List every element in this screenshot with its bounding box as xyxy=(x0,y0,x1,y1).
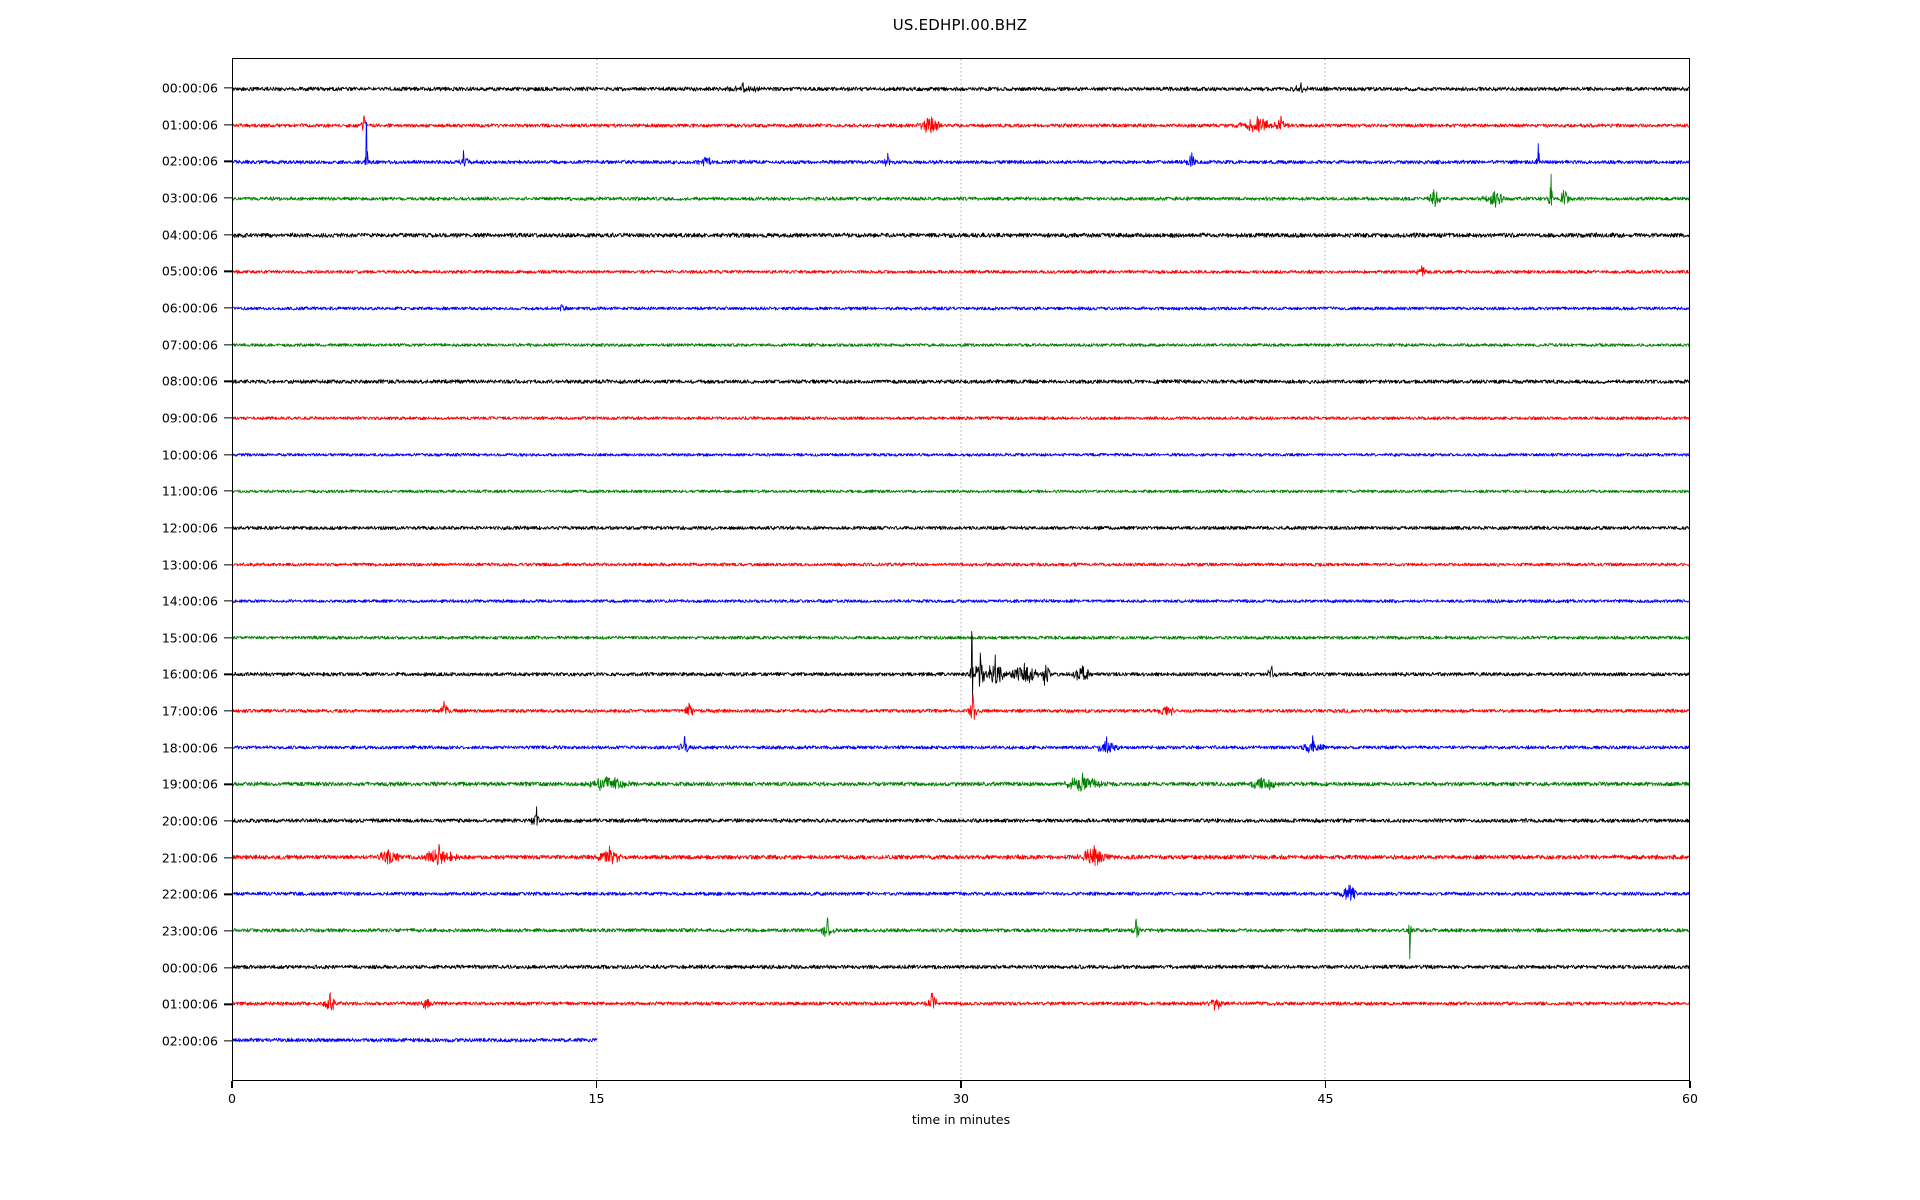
seismic-trace-line xyxy=(233,992,1689,1011)
seismic-trace-line xyxy=(233,452,1689,457)
y-axis-tick-mark xyxy=(224,417,232,419)
y-axis-tick-mark xyxy=(224,233,232,236)
seismic-trace-line xyxy=(233,525,1689,531)
x-axis-tick-label: 30 xyxy=(953,1091,969,1106)
x-axis-tick-label: 15 xyxy=(588,1091,605,1106)
seismic-trace-line xyxy=(233,631,1689,701)
seismic-traces xyxy=(233,82,1689,1043)
seismic-trace-line xyxy=(233,843,1689,867)
y-axis-tick-group: 00:00:06 01:00:06 02:00:06 03:00:06 04:00:06… xyxy=(0,58,232,1081)
page-title: US.EDHPI.00.BHZ xyxy=(892,16,1028,34)
y-axis-tick-mark xyxy=(224,857,232,859)
y-axis-tick-label: 02:00:06 xyxy=(161,153,218,169)
y-axis-tick-mark xyxy=(224,930,232,932)
seismic-trace-line xyxy=(233,884,1689,901)
y-axis-tick-mark xyxy=(224,123,232,126)
y-axis-tick-label: 00:00:06 xyxy=(161,960,218,976)
y-axis-tick-mark xyxy=(224,160,232,162)
x-axis-tick-mark xyxy=(595,1081,598,1088)
x-axis-title: time in minutes xyxy=(911,1112,1011,1127)
y-axis-tick-mark xyxy=(224,783,232,786)
y-axis-tick-label: 22:00:06 xyxy=(161,886,218,902)
y-axis-tick-label: 13:00:06 xyxy=(161,557,218,572)
y-axis-tick-label: 00:00:06 xyxy=(161,80,218,96)
x-axis-tick-label: 60 xyxy=(1682,1091,1698,1106)
y-axis-tick-mark xyxy=(224,1040,232,1042)
y-axis-tick-label: 18:00:06 xyxy=(161,740,218,756)
seismic-trace-line xyxy=(233,917,1689,960)
seismic-trace-line xyxy=(233,122,1689,167)
y-axis-tick-label: 10:00:06 xyxy=(161,447,218,463)
y-axis-tick-mark xyxy=(224,820,232,822)
seismic-trace-line xyxy=(233,378,1689,385)
y-axis-tick-label: 02:00:06 xyxy=(161,1033,218,1049)
y-axis-tick-label: 15:00:06 xyxy=(161,630,218,646)
seismic-trace-line xyxy=(233,735,1689,754)
y-axis-tick-mark xyxy=(224,563,232,566)
y-axis-tick-label: 23:00:06 xyxy=(161,923,218,939)
y-axis-tick-label: 16:00:06 xyxy=(161,666,218,682)
y-axis-tick-mark xyxy=(224,380,232,382)
y-axis-tick-mark xyxy=(224,1003,232,1005)
y-axis-tick-mark xyxy=(224,453,232,456)
y-axis-tick-mark xyxy=(224,343,232,346)
seismic-trace-line xyxy=(233,562,1689,567)
y-axis-tick-mark xyxy=(224,673,232,676)
y-axis-tick-label: 11:00:06 xyxy=(161,483,218,499)
y-axis-tick-mark xyxy=(224,967,232,969)
seismic-trace-line xyxy=(233,304,1689,312)
seismic-trace-line xyxy=(233,82,1689,93)
seismic-trace-line xyxy=(233,342,1689,348)
y-axis-tick-label: 09:00:06 xyxy=(161,410,218,426)
x-axis-tick-mark xyxy=(960,1081,962,1088)
y-axis-tick-label: 06:00:06 xyxy=(161,300,218,316)
seismic-trace-line xyxy=(233,115,1689,134)
y-axis-tick-label: 08:00:06 xyxy=(161,373,218,389)
seismic-trace-line xyxy=(233,964,1689,970)
x-axis-tick-label: 45 xyxy=(1317,1091,1334,1106)
y-axis-tick-label: 21:00:06 xyxy=(161,850,218,866)
y-axis-tick-label: 01:00:06 xyxy=(161,117,218,133)
y-axis-tick-label: 14:00:06 xyxy=(161,593,218,609)
seismic-trace-line xyxy=(233,598,1689,604)
y-axis-tick-mark xyxy=(224,893,232,896)
seismic-trace-line xyxy=(233,772,1689,792)
gridlines xyxy=(596,59,1326,1080)
y-axis-tick-mark xyxy=(224,600,232,602)
y-axis-tick-label: 03:00:06 xyxy=(161,190,218,206)
y-axis-tick-mark xyxy=(224,637,232,639)
y-axis-tick-label: 19:00:06 xyxy=(161,776,218,792)
y-axis-tick-label: 17:00:06 xyxy=(161,703,218,719)
seismic-trace-line xyxy=(233,173,1689,208)
x-axis-tick-mark xyxy=(1324,1081,1327,1088)
y-axis-tick-mark xyxy=(224,747,232,749)
y-axis-tick-mark xyxy=(224,710,232,712)
x-axis-tick-mark xyxy=(231,1081,233,1088)
x-axis-tick-group: 0 15 30 45 60 xyxy=(228,1081,1698,1121)
y-axis-tick-label: 07:00:06 xyxy=(161,337,218,353)
x-axis-tick-label: 0 xyxy=(228,1091,236,1106)
seismic-trace-line xyxy=(233,806,1689,826)
seismic-trace-line xyxy=(233,489,1689,494)
y-axis-tick-label: 04:00:06 xyxy=(161,227,218,243)
y-axis-tick-label: 05:00:06 xyxy=(161,263,218,279)
seismic-trace-line xyxy=(233,694,1689,721)
y-axis-tick-mark xyxy=(224,307,232,309)
y-axis-tick-mark xyxy=(224,197,232,199)
y-axis-tick-mark xyxy=(224,87,232,89)
y-axis-tick-label: 20:00:06 xyxy=(161,813,218,829)
seismic-trace-line xyxy=(233,415,1689,421)
seismic-trace-line xyxy=(233,635,1689,640)
y-axis-tick-label: 12:00:06 xyxy=(161,520,218,536)
y-axis-tick-mark xyxy=(224,527,232,529)
y-axis-tick-mark xyxy=(224,490,232,492)
y-axis-tick-mark xyxy=(224,270,232,272)
seismic-trace-line xyxy=(233,265,1689,277)
plot-axes xyxy=(232,58,1690,1081)
seismic-trace-line xyxy=(233,232,1689,239)
seismic-trace-line xyxy=(233,1037,598,1043)
y-axis-tick-label: 01:00:06 xyxy=(161,996,218,1012)
x-axis-tick-mark xyxy=(1689,1081,1691,1088)
